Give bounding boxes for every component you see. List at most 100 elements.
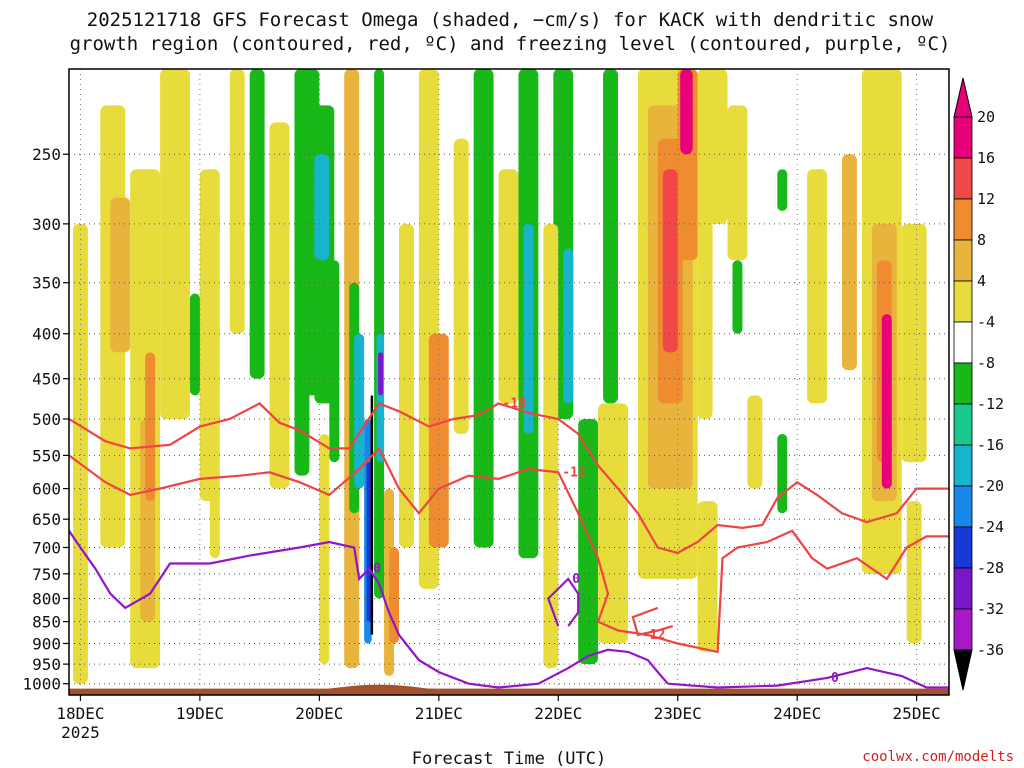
y-tick-label: 400 (32, 325, 61, 344)
colorbar-swatch (953, 567, 973, 610)
colorbar-swatch (953, 157, 973, 200)
terrain-fill (69, 684, 949, 695)
omega-streak (697, 501, 718, 652)
colorbar-label: 16 (977, 149, 995, 167)
omega-streak (777, 433, 788, 514)
x-year-label: 2025 (61, 723, 100, 742)
colorbar-label: -32 (977, 600, 1004, 618)
omega-streak (523, 223, 534, 434)
y-tick-label: 300 (32, 215, 61, 234)
omega-streak (378, 352, 384, 396)
omega-streak (399, 223, 414, 548)
omega-streak (453, 138, 469, 434)
colorbar-top-cap (953, 77, 973, 118)
omega-streak (314, 154, 330, 261)
omega-streak (428, 333, 449, 548)
y-axis-ticks: 250 300 350 400 450 500 550 600 650 700 750 800 850 9… (22, 145, 69, 694)
omega-streak (727, 105, 748, 261)
chart-title-line-2: growth region (contoured, red, ºC) and f… (70, 33, 951, 55)
colorbar-swatch (953, 198, 973, 241)
x-tick-label: 19DEC (176, 704, 224, 723)
x-tick-label: 24DEC (773, 704, 821, 723)
omega-streak (72, 223, 88, 684)
freezing-contour (667, 666, 949, 689)
y-tick-label: 450 (32, 370, 61, 389)
omega-streak (229, 69, 245, 334)
y-tick-label: 350 (32, 274, 61, 293)
dgz-contour (69, 446, 949, 654)
freezing-contour-label: 0 (373, 562, 381, 577)
omega-streak (145, 352, 156, 502)
colorbar-label: 20 (977, 108, 995, 126)
omega-streak (160, 69, 190, 419)
colorbar-swatch (953, 444, 973, 487)
omega-streak (578, 418, 599, 665)
colorbar-label: -8 (977, 354, 995, 372)
omega-streak (209, 488, 220, 559)
omega-streak (294, 69, 320, 396)
omega-streak (680, 69, 693, 155)
freezing-contour-label: 0 (572, 572, 580, 587)
omega-streak (199, 169, 220, 502)
terrain-band (69, 684, 949, 695)
x-tick-label: 22DEC (534, 704, 582, 723)
omega-streak (370, 395, 374, 635)
colorbar-swatch (953, 280, 973, 323)
y-tick-label: 800 (32, 589, 61, 608)
x-axis-ticks: 18DEC 19DEC 20DEC 21DEC 22DEC 23DEC 24DEC 25DEC… (56, 695, 941, 742)
colorbar-label: -12 (977, 395, 1004, 413)
omega-shading (72, 69, 927, 684)
y-tick-label: 1000 (22, 675, 61, 694)
omega-streak (110, 197, 131, 353)
freezing-contour-label: 0 (831, 671, 839, 686)
omega-streak (906, 501, 922, 644)
omega-streak (294, 352, 310, 476)
y-tick-label: 950 (32, 655, 61, 674)
colorbar-label: 8 (977, 231, 986, 249)
omega-streak (662, 169, 678, 353)
x-tick-label: 25DEC (893, 704, 941, 723)
y-tick-label: 750 (32, 565, 61, 584)
colorbar-label: -4 (977, 313, 995, 331)
colorbar-label: -20 (977, 477, 1004, 495)
colorbar: 20 16 12 8 4 -4 -8 -12 -16 -20 -24 -28 -32 -36 (953, 77, 1004, 691)
omega-streak (543, 223, 559, 669)
y-tick-label: 500 (32, 410, 61, 429)
dgz-contour-label: -12 (562, 465, 585, 480)
colorbar-label: -16 (977, 436, 1004, 454)
freezing-contour (69, 530, 669, 689)
colorbar-label: -28 (977, 559, 1004, 577)
omega-streak (841, 154, 857, 371)
omega-streak (354, 333, 365, 489)
colorbar-label: 12 (977, 190, 995, 208)
omega-streak (189, 293, 200, 396)
colorbar-swatch (953, 321, 973, 364)
omega-streak (366, 462, 372, 622)
dgz-contour-label: -12 (642, 628, 665, 643)
omega-streak (807, 169, 828, 404)
omega-streak (881, 314, 892, 489)
colorbar-label: -24 (977, 518, 1004, 536)
x-tick-label: 23DEC (654, 704, 702, 723)
colorbar-swatch (953, 608, 973, 651)
omega-streak (269, 122, 290, 489)
x-tick-label: 18DEC (56, 704, 104, 723)
omega-streak (498, 169, 519, 404)
credit-text: coolwx.com/modelts (862, 749, 1014, 765)
colorbar-swatch (953, 403, 973, 446)
omega-streak (329, 260, 340, 463)
dgz-contour (631, 606, 674, 637)
y-tick-label: 550 (32, 446, 61, 465)
x-tick-label: 20DEC (295, 704, 343, 723)
plot-frame (68, 68, 950, 696)
omega-streak (319, 433, 330, 665)
y-tick-label: 700 (32, 538, 61, 557)
omega-streak (901, 223, 927, 463)
x-axis-label: Forecast Time (UTC) (412, 749, 606, 768)
y-tick-label: 600 (32, 480, 61, 499)
omega-streak (747, 395, 763, 489)
colorbar-swatch (953, 362, 973, 405)
freezing-contour (547, 577, 580, 627)
colorbar-swatch (953, 526, 973, 569)
